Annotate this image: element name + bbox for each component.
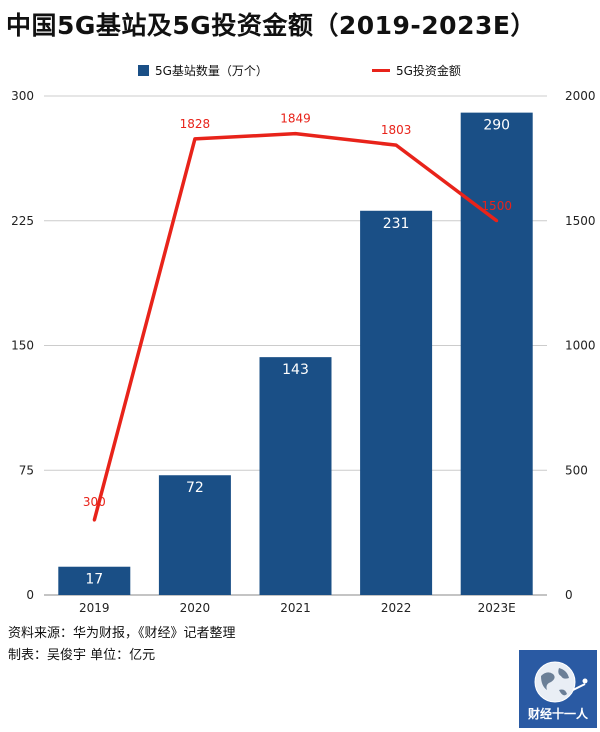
chart-plot: 0 75 150 225 300 0 500 1000 1500 2000 17 2019 72 2020… [11,89,596,615]
x-tick-label: 2020 [180,601,211,615]
y-right-tick-label: 0 [565,588,573,602]
logo-text: 财经十一人 [527,707,588,721]
legend-item-line: 5G投资金额 [372,62,461,79]
x-tick-label: 2021 [280,601,311,615]
line-point [394,143,398,147]
bar-value-label: 72 [186,480,204,496]
y-right-tick-label: 2000 [565,89,596,103]
legend-line-label: 5G投资金额 [396,64,461,78]
line-value-label: 1828 [180,117,211,131]
bar [58,566,131,595]
line-point [92,518,96,522]
bar [259,357,332,595]
y-right-tick-label: 1500 [565,214,596,228]
bar-value-label: 17 [85,572,103,588]
line-value-label: 300 [83,495,106,509]
publisher-logo: 财经十一人 [519,650,597,728]
y-right-tick-label: 1000 [565,339,596,353]
y-left-tick-label: 225 [11,214,34,228]
bar [158,475,231,595]
legend-bar-label: 5G基站数量（万个） [155,64,268,78]
y-left-tick-label: 75 [19,463,34,477]
y-left-tick-label: 300 [11,89,34,103]
line-value-label: 1803 [381,123,412,137]
legend: 5G基站数量（万个） 5G投资金额 [0,62,600,82]
line-point [294,132,297,136]
line-value-label: 1849 [280,112,311,126]
line-point [193,137,197,141]
source-note: 资料来源：华为财报，《财经》记者整理 [8,626,236,641]
globe-icon [534,661,588,703]
x-tick-label: 2023E [478,601,516,615]
line-value-label: 1500 [481,199,512,213]
line-point [495,219,499,223]
legend-line-swatch [372,69,390,72]
bar-value-label: 143 [282,362,309,378]
chart-title: 中国5G基站及5G投资金额（2019-2023E） [6,11,536,40]
y-left-tick-label: 150 [11,339,34,353]
author-note: 制表：吴俊宇 单位：亿元 [8,648,156,663]
bar-value-label: 231 [383,216,410,232]
legend-item-bars: 5G基站数量（万个） [138,62,268,79]
y-left-tick-label: 0 [26,588,34,602]
bar-value-label: 290 [483,118,510,134]
bar [360,210,433,595]
legend-bar-swatch [138,65,149,76]
x-tick-label: 2022 [381,601,412,615]
y-right-tick-label: 500 [565,463,588,477]
bar [460,112,533,595]
x-tick-label: 2019 [79,601,110,615]
